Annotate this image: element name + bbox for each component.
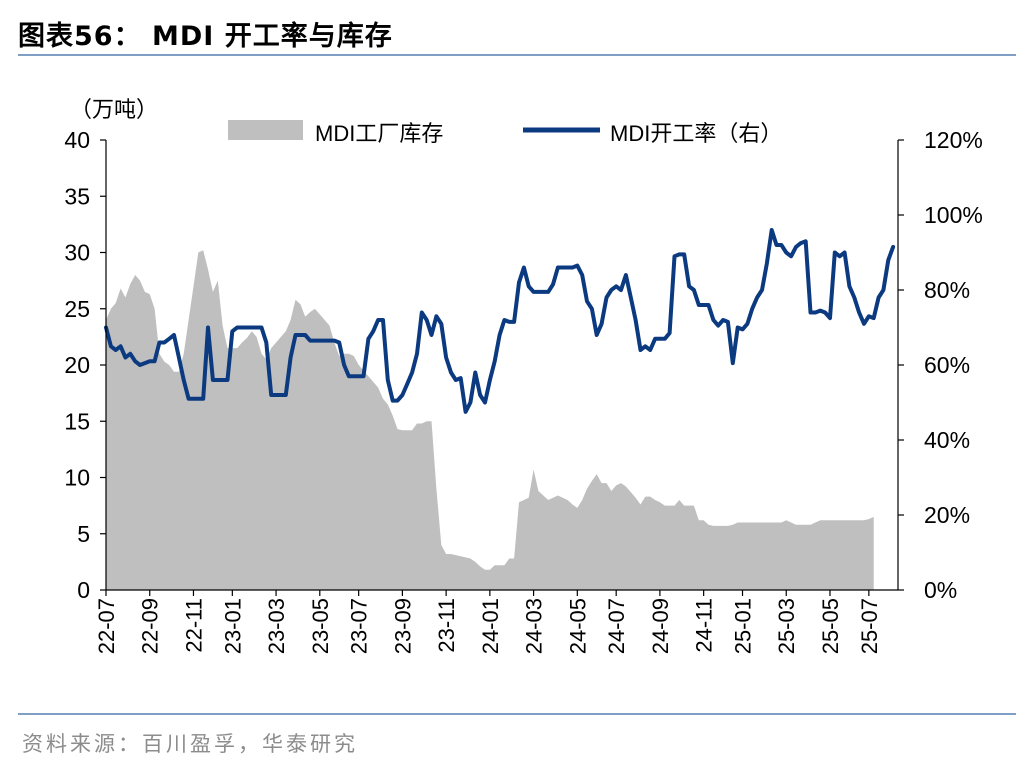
x-tick-label: 25-05 [818,598,843,654]
left-tick-label: 25 [64,296,90,322]
footer-rule [18,713,1016,715]
x-tick-label: 24-01 [478,598,503,654]
x-tick-label: 25-03 [774,598,799,654]
right-tick-label: 40% [924,427,970,453]
x-tick-label: 23-09 [390,598,415,654]
x-tick-label: 24-07 [604,598,629,654]
left-tick-label: 35 [64,183,90,209]
x-tick-label: 24-11 [692,598,717,653]
x-tick-label: 24-03 [522,598,547,654]
left-tick-label: 20 [64,352,90,378]
x-tick-label: 25-07 [857,598,882,654]
x-tick-label: 25-01 [731,598,756,654]
right-tick-label: 100% [924,202,983,228]
left-tick-label: 0 [77,577,90,603]
x-tick-label: 24-05 [565,598,590,654]
inventory-area [106,250,874,591]
legend-swatch-inventory [228,120,303,140]
right-tick-label: 60% [924,352,970,378]
x-tick-label: 23-05 [308,598,333,654]
x-tick-label: 22-09 [138,598,163,654]
right-tick-label: 20% [924,502,970,528]
axis-lines [100,139,904,596]
figure-title: 图表56： MDI 开工率与库存 [18,21,393,52]
right-tick-label: 0% [924,577,957,603]
left-tick-label: 10 [64,465,90,491]
right-tick-label: 80% [924,277,970,303]
x-tick-label: 23-07 [347,598,372,654]
left-axis-unit: （万吨） [70,97,158,122]
x-tick-label: 23-01 [220,598,245,654]
rate-line [104,228,896,414]
left-tick-label: 5 [77,521,90,547]
left-tick-label: 30 [64,240,90,266]
right-tick-label: 120% [924,127,983,153]
left-tick-label: 15 [64,408,90,434]
tick-labels: 0 5 10 15 20 25 30 35 40 0% 20% 40% 60% 80% 100% 120% 22… [64,127,982,654]
x-tick-label: 22-07 [94,598,119,654]
x-tick-label: 22-11 [181,598,206,653]
legend-label-rate: MDI开工率（右） [610,121,782,146]
legend: MDI工厂库存 MDI开工率（右） [228,120,782,146]
source-note: 资料来源：百川盈孚，华泰研究 [22,732,358,756]
left-tick-label: 40 [64,127,90,153]
legend-label-inventory: MDI工厂库存 [315,121,443,146]
x-tick-label: 23-11 [434,598,459,653]
x-tick-label: 23-03 [264,598,289,654]
x-tick-label: 24-09 [648,598,673,654]
title-rule [18,54,1016,56]
